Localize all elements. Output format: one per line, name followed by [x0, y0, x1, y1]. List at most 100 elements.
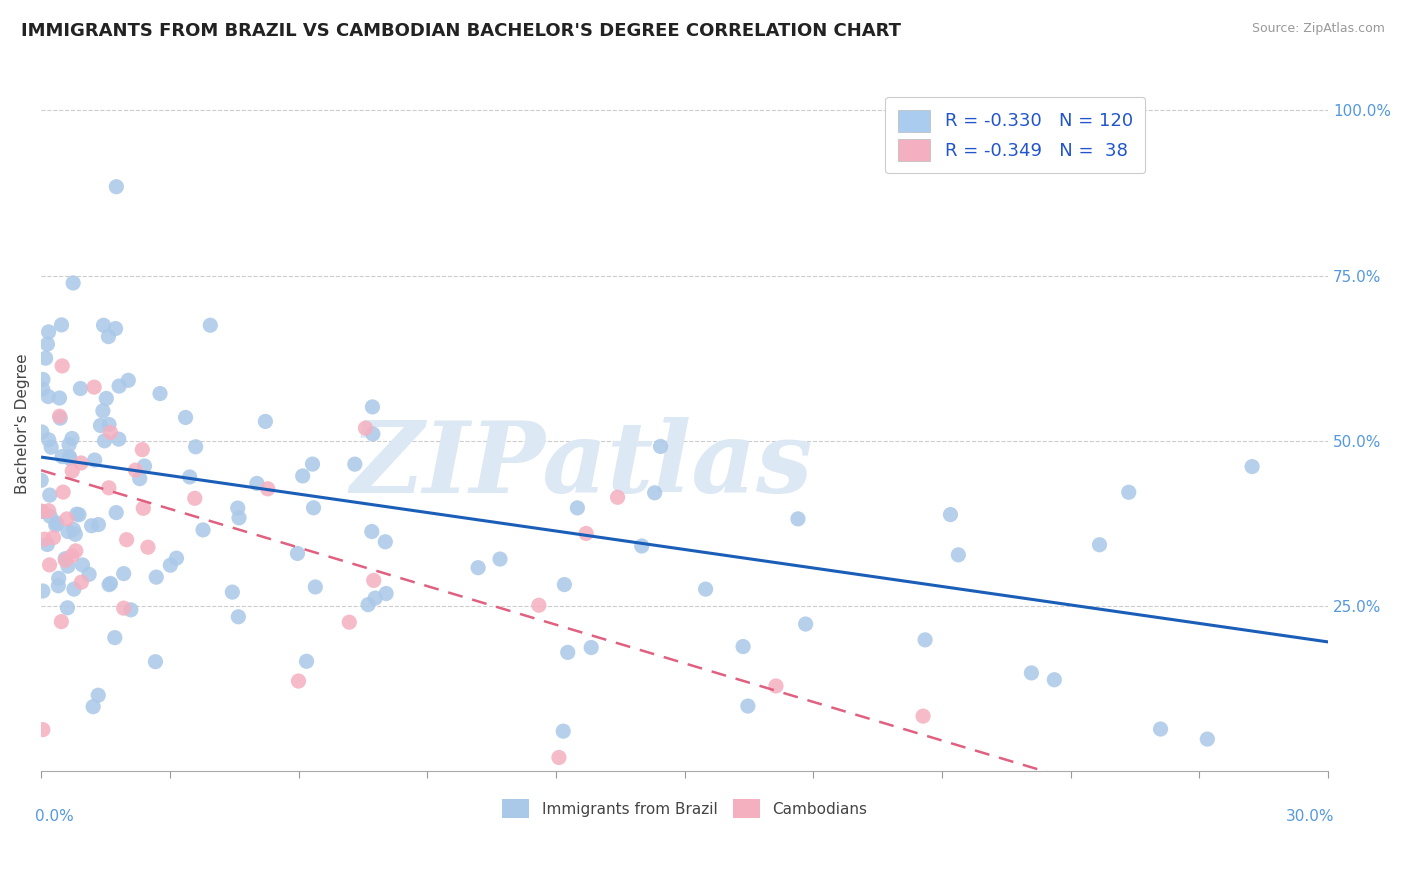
Point: [31, 504, 53, 518]
Point: [53, 551, 76, 566]
Point: [32, 372, 55, 386]
Point: [98, 577, 121, 591]
Point: [91, 404, 114, 418]
Point: [695, 582, 717, 596]
Point: [149, 386, 172, 401]
Point: [575, 526, 598, 541]
Point: [256, 482, 278, 496]
Point: [912, 709, 935, 723]
Text: IMMIGRANTS FROM BRAZIL VS CAMBODIAN BACHELOR'S DEGREE CORRELATION CHART: IMMIGRANTS FROM BRAZIL VS CAMBODIAN BACH…: [21, 22, 901, 40]
Legend: Immigrants from Brazil, Cambodians: Immigrants from Brazil, Cambodians: [496, 793, 873, 824]
Point: [1149, 722, 1171, 736]
Point: [48, 409, 70, 424]
Point: [374, 534, 396, 549]
Point: [56, 512, 79, 526]
Point: [363, 574, 385, 588]
Point: [567, 500, 589, 515]
Point: [787, 512, 810, 526]
Text: 30.0%: 30.0%: [1286, 809, 1334, 824]
Point: [39, 440, 62, 454]
Point: [38, 433, 60, 447]
Point: [159, 558, 181, 573]
Point: [794, 617, 817, 632]
Point: [82, 699, 104, 714]
Point: [548, 750, 571, 764]
Point: [131, 442, 153, 457]
Text: 0.0%: 0.0%: [35, 809, 73, 824]
Point: [128, 472, 150, 486]
Point: [37, 390, 59, 404]
Point: [60, 549, 83, 563]
Point: [179, 470, 201, 484]
Point: [39, 509, 62, 524]
Point: [56, 559, 79, 574]
Point: [120, 603, 142, 617]
Point: [737, 699, 759, 714]
Point: [124, 463, 146, 477]
Point: [48, 391, 70, 405]
Point: [60, 432, 83, 446]
Point: [108, 379, 131, 393]
Point: [34, 532, 56, 546]
Point: [228, 511, 250, 525]
Point: [254, 414, 277, 428]
Point: [77, 567, 100, 582]
Point: [939, 508, 962, 522]
Point: [1197, 732, 1219, 747]
Point: [37, 337, 59, 351]
Point: [62, 523, 84, 537]
Point: [301, 457, 323, 471]
Point: [51, 615, 73, 629]
Y-axis label: Bachelor's Degree: Bachelor's Degree: [15, 354, 30, 494]
Point: [228, 609, 250, 624]
Point: [343, 457, 366, 471]
Point: [357, 598, 380, 612]
Point: [52, 485, 75, 500]
Point: [527, 599, 550, 613]
Point: [105, 506, 128, 520]
Point: [58, 437, 80, 451]
Point: [1088, 538, 1111, 552]
Point: [184, 491, 207, 506]
Point: [69, 382, 91, 396]
Point: [579, 640, 602, 655]
Point: [60, 464, 83, 478]
Point: [93, 318, 115, 333]
Point: [83, 453, 105, 467]
Point: [117, 373, 139, 387]
Point: [96, 392, 118, 406]
Point: [145, 570, 167, 584]
Point: [467, 560, 489, 574]
Point: [51, 318, 73, 332]
Point: [45, 518, 67, 533]
Point: [38, 504, 60, 518]
Point: [31, 425, 53, 439]
Point: [65, 544, 87, 558]
Point: [56, 524, 79, 539]
Point: [1021, 665, 1043, 680]
Text: ZIPatlas: ZIPatlas: [350, 417, 813, 514]
Point: [115, 533, 138, 547]
Point: [557, 645, 579, 659]
Point: [93, 434, 115, 448]
Point: [1043, 673, 1066, 687]
Point: [72, 558, 94, 572]
Point: [733, 640, 755, 654]
Point: [644, 485, 666, 500]
Point: [136, 540, 159, 554]
Point: [30, 473, 52, 487]
Point: [89, 418, 111, 433]
Point: [361, 427, 384, 442]
Point: [191, 523, 214, 537]
Point: [49, 411, 72, 425]
Point: [31, 382, 53, 396]
Point: [354, 421, 377, 435]
Point: [65, 527, 87, 541]
Point: [914, 632, 936, 647]
Point: [51, 359, 73, 373]
Point: [100, 576, 122, 591]
Point: [105, 179, 128, 194]
Point: [364, 591, 387, 606]
Point: [46, 579, 69, 593]
Point: [70, 575, 93, 590]
